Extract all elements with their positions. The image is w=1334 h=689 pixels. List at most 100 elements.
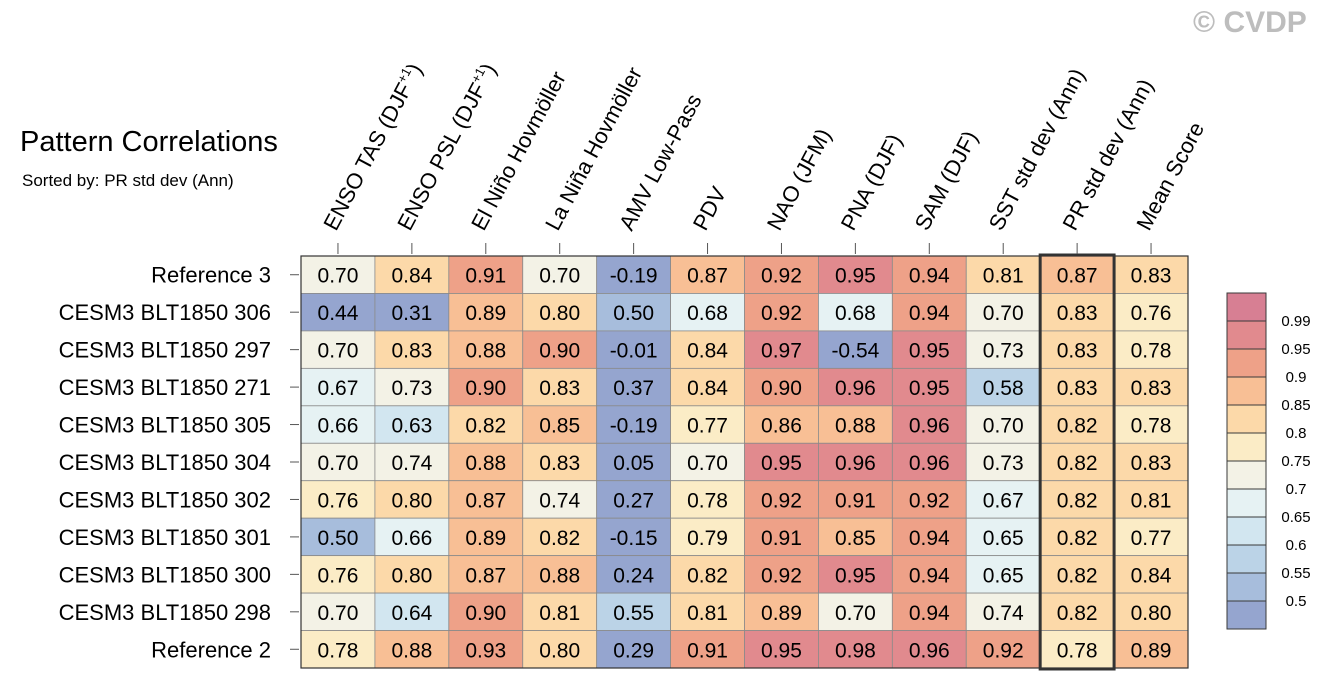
heatmap-cell xyxy=(1039,555,1115,594)
cell-value: -0.19 xyxy=(610,265,658,288)
heatmap-cell xyxy=(670,555,745,594)
cell-value: 0.64 xyxy=(391,602,432,625)
colorbar-label: 0.7 xyxy=(1286,481,1307,498)
cell-value: 0.84 xyxy=(687,377,728,400)
cell-value: 0.96 xyxy=(909,415,950,438)
cell-value: 0.95 xyxy=(909,340,950,363)
cell-value: 0.81 xyxy=(687,602,728,625)
colorbar-bin xyxy=(1227,461,1266,489)
cell-value: 0.88 xyxy=(539,564,580,587)
cell-value: 0.70 xyxy=(318,265,359,288)
colorbar-label: 0.75 xyxy=(1281,453,1310,470)
cell-value: 0.83 xyxy=(539,452,580,475)
cell-value: 0.78 xyxy=(1131,340,1172,363)
cell-value: 0.95 xyxy=(761,452,802,475)
cell-value: 0.29 xyxy=(613,639,654,662)
cell-value: 0.87 xyxy=(687,265,728,288)
heatmap-cell xyxy=(1039,405,1115,444)
cell-value: 0.50 xyxy=(613,302,654,325)
heatmap-cell xyxy=(1113,330,1189,369)
cell-value: 0.95 xyxy=(835,265,876,288)
cell-value: 0.86 xyxy=(761,415,802,438)
heatmap-cell xyxy=(891,630,967,669)
colorbar-label: 0.6 xyxy=(1286,537,1307,554)
row-label: CESM3 BLT1850 271 xyxy=(59,375,271,400)
cell-value: 0.96 xyxy=(909,639,950,662)
cell-value: 0.82 xyxy=(1057,527,1098,550)
heatmap-cell xyxy=(448,367,524,407)
cell-value: 0.82 xyxy=(1057,489,1098,512)
cell-value: 0.96 xyxy=(909,452,950,475)
cell-value: 0.74 xyxy=(391,452,432,475)
cell-value: 0.73 xyxy=(983,452,1024,475)
heatmap-cell xyxy=(818,592,893,631)
cell-value: 0.79 xyxy=(687,527,728,550)
cell-value: 0.67 xyxy=(983,489,1024,512)
cell-value: 0.97 xyxy=(761,340,802,363)
cell-value: 0.93 xyxy=(465,639,506,662)
row-label: CESM3 BLT1850 302 xyxy=(59,487,271,512)
cell-value: 0.84 xyxy=(1131,564,1172,587)
heatmap-cell xyxy=(744,630,819,669)
cell-value: 0.94 xyxy=(909,302,950,325)
row-label: CESM3 BLT1850 306 xyxy=(59,300,271,325)
cell-value: 0.65 xyxy=(983,564,1024,587)
chart-subtitle: Sorted by: PR std dev (Ann) xyxy=(22,171,234,190)
heatmap-cell xyxy=(965,630,1041,669)
colorbar-bin xyxy=(1227,601,1266,629)
cell-value: 0.70 xyxy=(835,602,876,625)
cell-value: 0.55 xyxy=(613,602,654,625)
heatmap-cell xyxy=(891,293,967,332)
heatmap-cell xyxy=(965,555,1041,594)
heatmap-cell xyxy=(891,330,967,369)
cell-value: 0.90 xyxy=(465,377,506,400)
cell-value: 0.90 xyxy=(761,377,802,400)
cell-value: 0.85 xyxy=(539,415,580,438)
cell-value: 0.81 xyxy=(1131,489,1172,512)
cell-value: 0.91 xyxy=(465,265,506,288)
cell-value: 0.89 xyxy=(465,527,506,550)
colorbar-label: 0.95 xyxy=(1281,341,1310,358)
cell-value: 0.83 xyxy=(1131,377,1172,400)
colorbar-label: 0.65 xyxy=(1281,509,1310,526)
cell-value: 0.90 xyxy=(465,602,506,625)
cell-value: 0.95 xyxy=(909,377,950,400)
cell-value: 0.37 xyxy=(613,377,654,400)
cell-value: 0.44 xyxy=(318,302,359,325)
cell-value: 0.83 xyxy=(539,377,580,400)
cell-value: 0.67 xyxy=(318,377,359,400)
heatmap-cell xyxy=(744,293,819,332)
heatmap-cell xyxy=(670,630,745,669)
cell-value: 0.80 xyxy=(539,639,580,662)
cell-value: 0.87 xyxy=(465,564,506,587)
column-label: Mean Score xyxy=(1131,118,1209,234)
heatmap-cell xyxy=(596,480,671,519)
cell-value: 0.80 xyxy=(391,489,432,512)
cell-value: 0.80 xyxy=(539,302,580,325)
cell-value: 0.92 xyxy=(909,489,950,512)
heatmap-cell xyxy=(300,555,376,594)
cell-value: 0.94 xyxy=(909,265,950,288)
column-label: PNA (DJF) xyxy=(836,130,907,235)
cell-value: 0.88 xyxy=(835,415,876,438)
cell-value: 0.80 xyxy=(1131,602,1172,625)
row-label: Reference 3 xyxy=(151,263,271,288)
heatmap-cell xyxy=(818,405,893,444)
heatmap-cell xyxy=(522,330,598,369)
heatmap-cell xyxy=(596,517,671,557)
heatmap-cell xyxy=(744,367,819,407)
cell-value: 0.74 xyxy=(983,602,1024,625)
cell-value: 0.65 xyxy=(983,527,1024,550)
cell-value: 0.88 xyxy=(465,452,506,475)
colorbar-label: 0.55 xyxy=(1281,565,1310,582)
cell-value: 0.91 xyxy=(835,489,876,512)
cell-value: 0.88 xyxy=(465,340,506,363)
cell-value: 0.94 xyxy=(909,527,950,550)
cell-value: 0.78 xyxy=(687,489,728,512)
cell-value: 0.05 xyxy=(613,452,654,475)
heatmap-cell xyxy=(374,255,450,294)
heatmap-cell xyxy=(1113,630,1189,669)
cell-value: 0.94 xyxy=(909,602,950,625)
colorbar-label: 0.9 xyxy=(1286,369,1307,386)
heatmap-cell xyxy=(744,592,819,631)
